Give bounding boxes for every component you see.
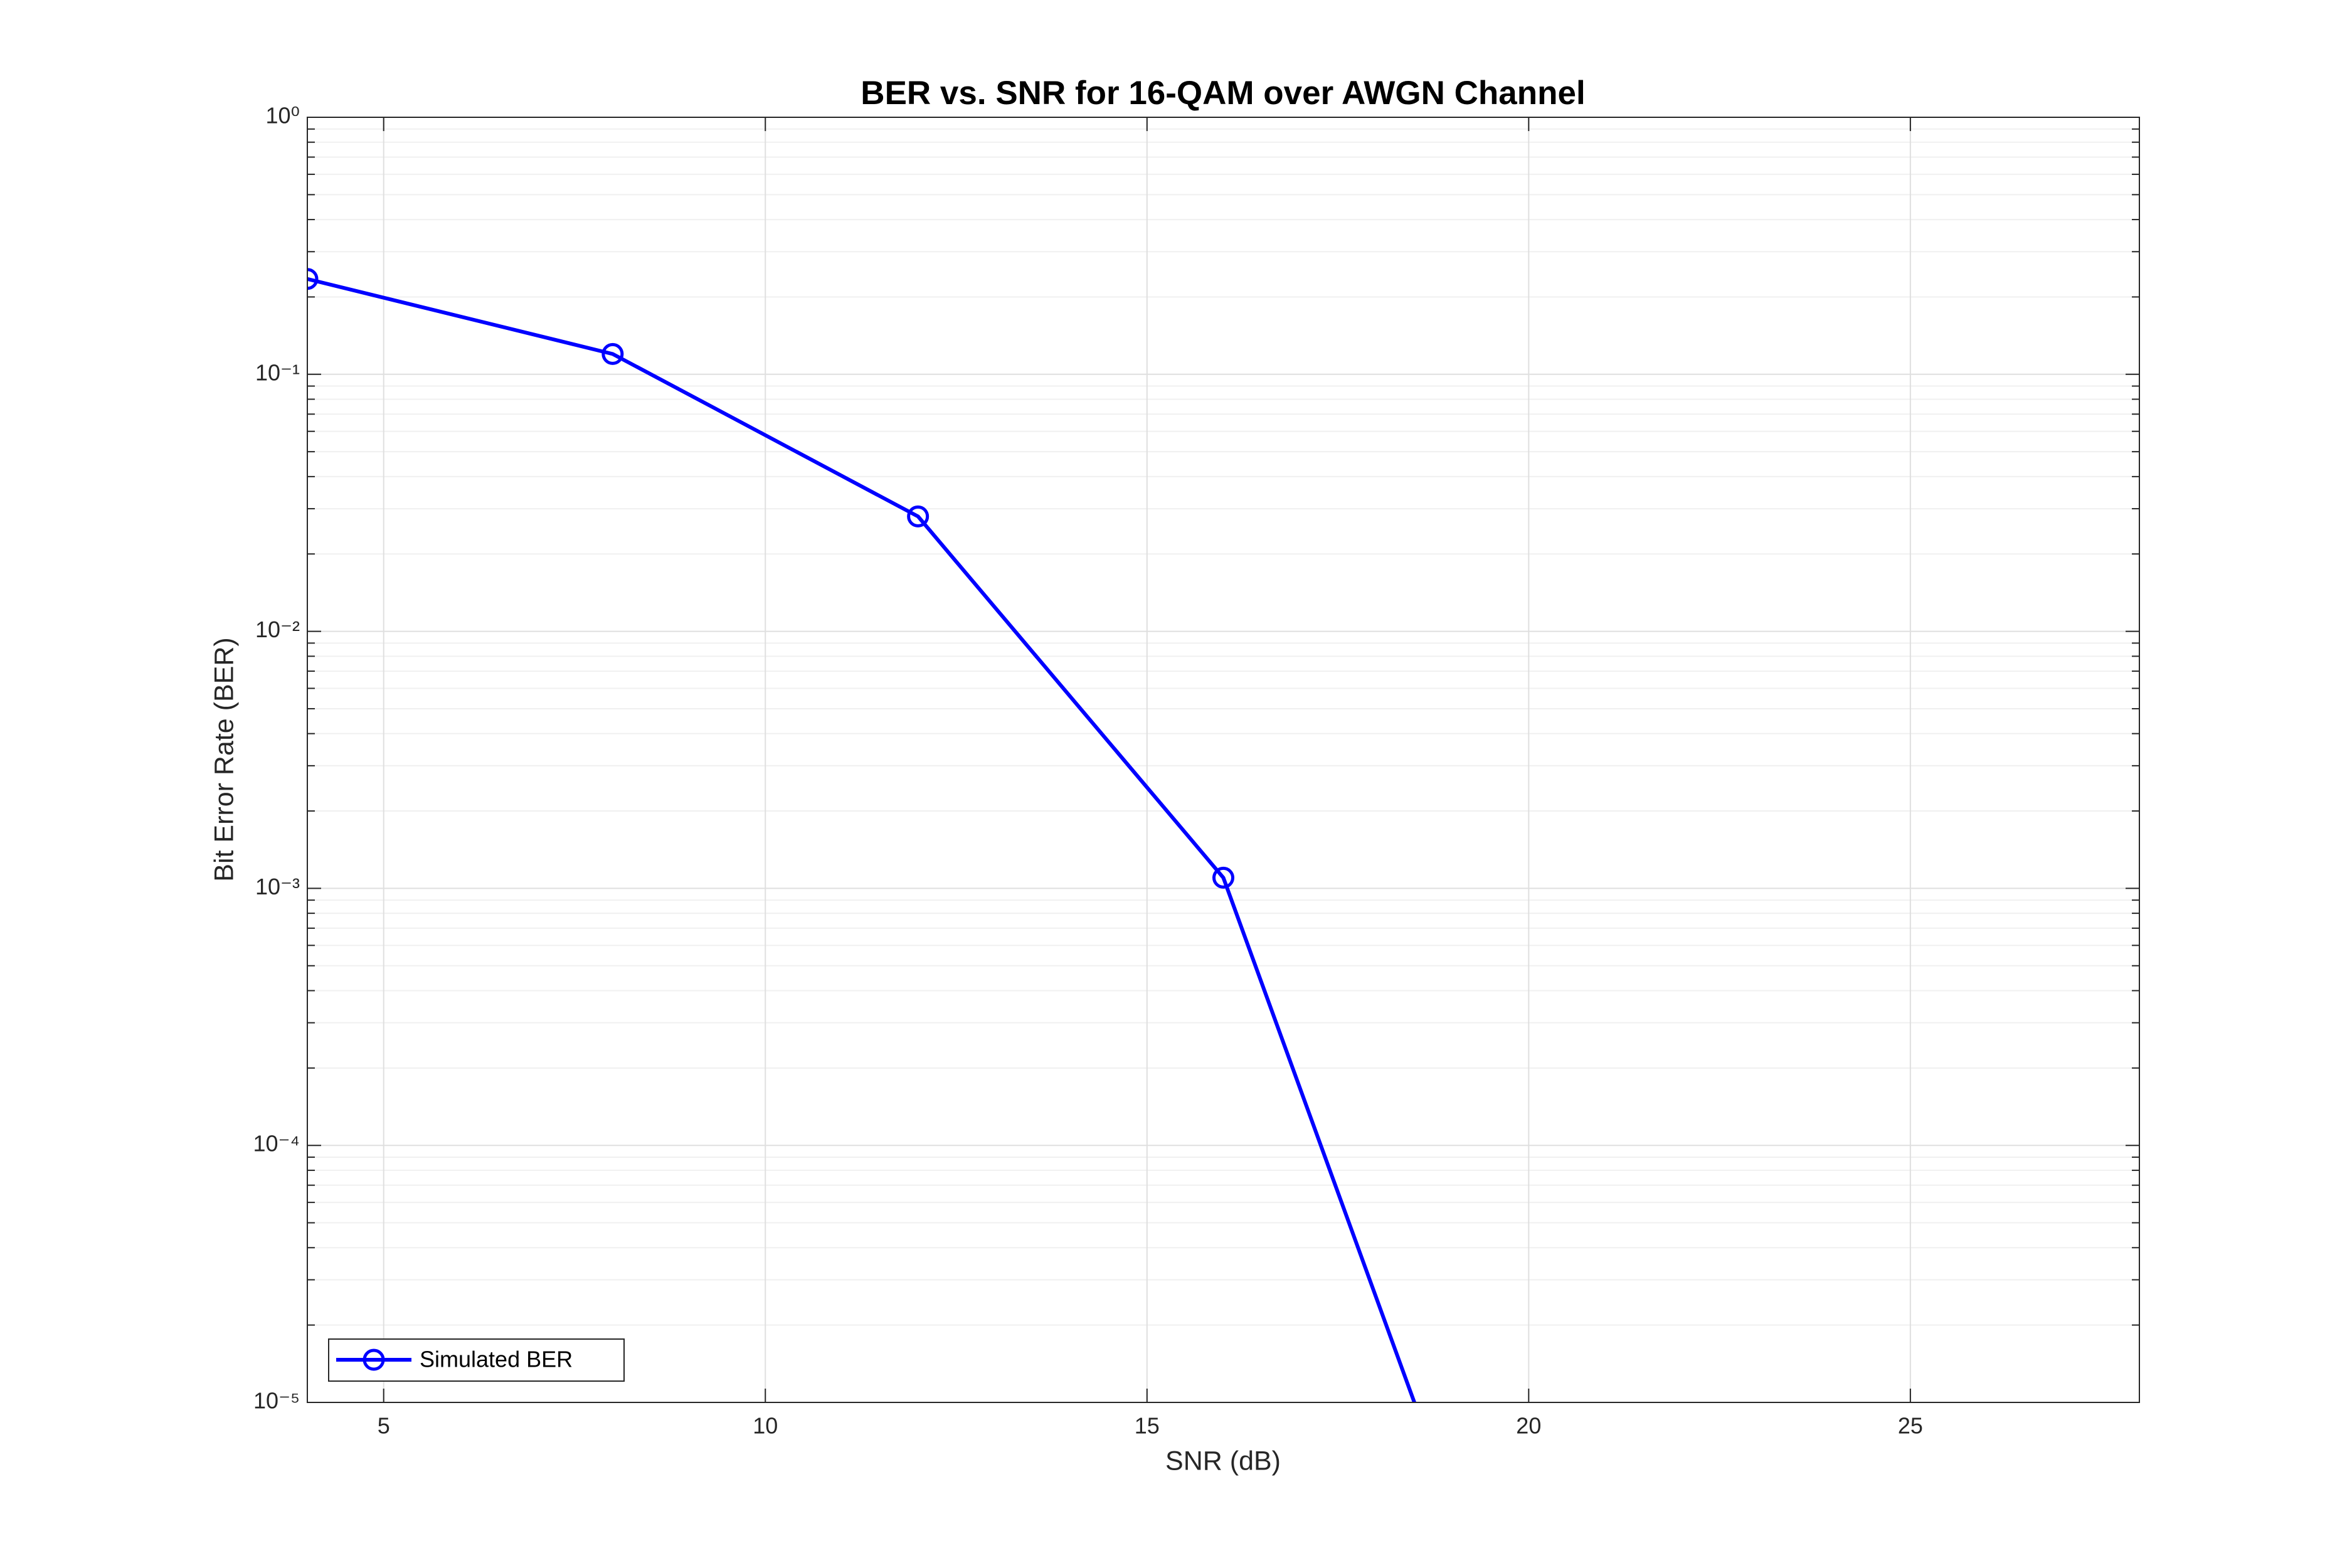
marker bbox=[307, 268, 319, 290]
y-tick-label: 10⁻¹ bbox=[255, 359, 300, 385]
legend: Simulated BER bbox=[328, 1338, 625, 1382]
x-tick-label: 15 bbox=[1135, 1413, 1160, 1439]
marker bbox=[1212, 866, 1234, 889]
plot-content bbox=[307, 268, 1417, 1402]
x-tick-label: 5 bbox=[378, 1413, 390, 1439]
chart-title: BER vs. SNR for 16-QAM over AWGN Channel bbox=[861, 75, 1585, 112]
legend-label: Simulated BER bbox=[420, 1347, 573, 1372]
ticks: 10⁻⁵ 10⁻⁴ 10⁻³ 10⁻² 10⁻¹ 10⁰ 5 10 15 20 25 bbox=[253, 103, 2139, 1439]
marker bbox=[601, 342, 624, 365]
grid bbox=[307, 117, 2139, 1403]
plot-area bbox=[307, 117, 2139, 1402]
y-tick-label: 10⁻³ bbox=[255, 874, 300, 899]
x-axis-label: SNR (dB) bbox=[1165, 1446, 1281, 1476]
axes-box bbox=[307, 117, 2140, 1403]
x-tick-label: 10 bbox=[753, 1413, 778, 1439]
y-axis-label: Bit Error Rate (BER) bbox=[209, 637, 239, 881]
marker bbox=[907, 505, 930, 527]
series-line bbox=[307, 277, 1417, 1402]
legend-marker bbox=[363, 1348, 385, 1371]
y-tick-label: 10⁻⁴ bbox=[253, 1131, 300, 1157]
y-tick-label: 10⁻⁵ bbox=[253, 1388, 300, 1414]
y-tick-label: 10⁻² bbox=[255, 617, 300, 642]
x-tick-label: 25 bbox=[1898, 1413, 1923, 1439]
x-tick-label: 20 bbox=[1516, 1413, 1541, 1439]
y-tick-label: 10⁰ bbox=[266, 103, 300, 129]
